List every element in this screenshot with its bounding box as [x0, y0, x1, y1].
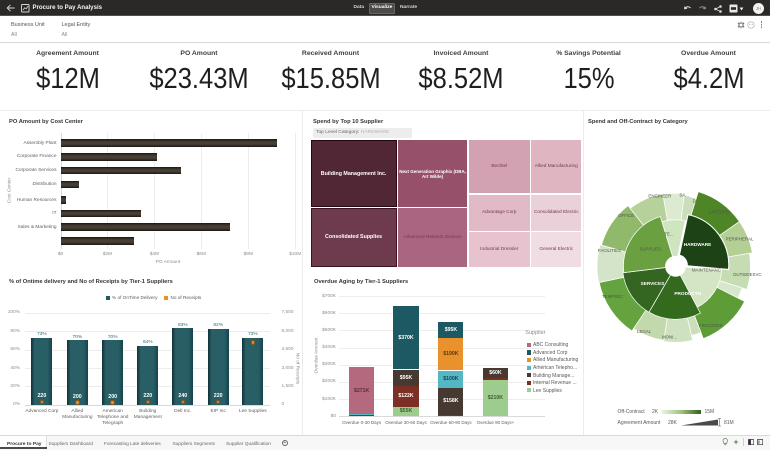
svg-text:SERVICES: SERVICES — [641, 281, 665, 286]
svg-text:SUPPLIES: SUPPLIES — [639, 246, 661, 251]
svg-text:OFFICE: OFFICE — [618, 213, 634, 218]
svg-text:TE...: TE... — [664, 232, 673, 237]
svg-text:MONI...: MONI... — [662, 335, 677, 340]
svg-text:PRODUCTN: PRODUCTN — [674, 291, 701, 296]
svg-text:LAPTOPS: LAPTOPS — [709, 209, 729, 214]
svg-text:PERIPHERAL: PERIPHERAL — [726, 237, 754, 242]
svg-text:SA...: SA... — [679, 193, 689, 198]
svg-text:LEGAL: LEGAL — [637, 329, 652, 334]
svg-text:D...: D... — [693, 198, 700, 203]
svg-text:FACILITIES: FACILITIES — [598, 248, 621, 253]
svg-text:HARDWARE: HARDWARE — [684, 242, 712, 247]
svg-text:ENGINEER: ENGINEER — [648, 193, 671, 198]
svg-text:MAINTENANC: MAINTENANC — [692, 267, 721, 272]
svg-text:FINGOODS: FINGOODS — [699, 323, 722, 328]
svg-text:TEMPSEC: TEMPSEC — [602, 294, 623, 299]
svg-text:OUTSIDESVC: OUTSIDESVC — [733, 272, 762, 277]
